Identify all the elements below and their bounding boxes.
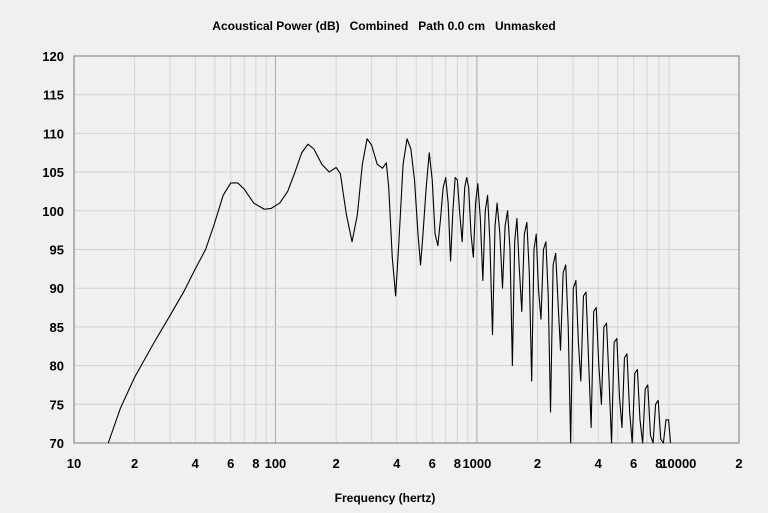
x-tick-label: 8 (655, 456, 662, 471)
y-tick-label: 95 (50, 243, 64, 258)
y-tick-label: 100 (42, 204, 64, 219)
y-tick-label: 110 (43, 126, 64, 141)
y-tick-label: 80 (50, 359, 64, 374)
x-tick-label: 4 (393, 456, 401, 471)
grid (74, 56, 739, 443)
x-tick-label: 1000 (462, 456, 491, 471)
x-tick-label: 10000 (660, 456, 696, 471)
x-tick-label: 2 (735, 456, 742, 471)
chart-title: Acoustical Power (dB) Combined Path 0.0 … (212, 19, 555, 33)
y-axis-ticks: 70 75 80 85 90 95 100 105 110 115 120 (42, 49, 64, 451)
x-tick-label: 4 (192, 456, 200, 471)
x-tick-label: 8 (454, 456, 461, 471)
x-tick-label: 6 (429, 456, 436, 471)
y-tick-label: 115 (43, 88, 64, 103)
x-tick-label: 2 (534, 456, 541, 471)
y-tick-label: 75 (50, 397, 64, 412)
plot-area-frame (73, 55, 740, 444)
x-tick-label: 10 (67, 456, 81, 471)
x-tick-label: 100 (265, 456, 287, 471)
y-tick-label: 90 (50, 281, 64, 296)
y-tick-label: 70 (50, 436, 64, 451)
y-tick-label: 85 (50, 320, 64, 335)
x-tick-label: 2 (332, 456, 339, 471)
x-axis-title: Frequency (hertz) (335, 491, 436, 505)
x-tick-label: 8 (252, 456, 259, 471)
series-line-acoustical-power (107, 138, 672, 444)
x-tick-label: 2 (131, 456, 138, 471)
y-tick-label: 105 (42, 165, 64, 180)
x-tick-label: 6 (227, 456, 234, 471)
y-tick-label: 120 (42, 49, 64, 64)
x-tick-label: 4 (595, 456, 603, 471)
x-tick-label: 6 (630, 456, 637, 471)
